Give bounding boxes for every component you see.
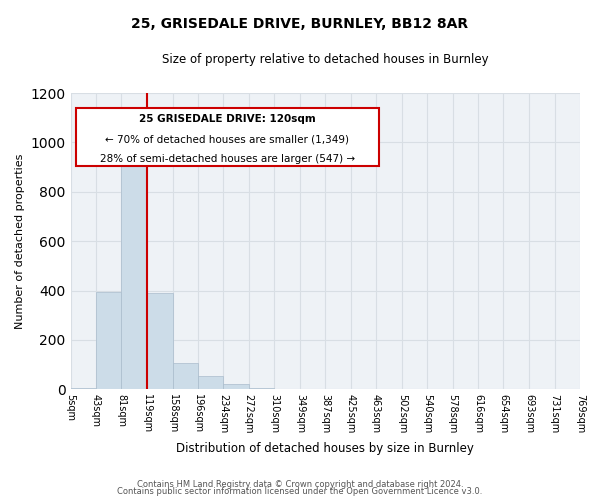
X-axis label: Distribution of detached houses by size in Burnley: Distribution of detached houses by size … (176, 442, 474, 455)
Bar (121, 155, 146, 390)
Text: 25 GRISEDALE DRIVE: 120sqm: 25 GRISEDALE DRIVE: 120sqm (139, 114, 316, 124)
Bar (223, 384, 248, 390)
Bar (248, 388, 274, 390)
Text: 25, GRISEDALE DRIVE, BURNLEY, BB12 8AR: 25, GRISEDALE DRIVE, BURNLEY, BB12 8AR (131, 18, 469, 32)
Bar (198, 376, 223, 390)
Text: 28% of semi-detached houses are larger (547) →: 28% of semi-detached houses are larger (… (100, 154, 355, 164)
Bar (71, 388, 96, 390)
Bar (146, 293, 173, 390)
Bar (96, 292, 121, 390)
Y-axis label: Number of detached properties: Number of detached properties (15, 154, 25, 329)
Text: Contains public sector information licensed under the Open Government Licence v3: Contains public sector information licen… (118, 487, 482, 496)
Text: ← 70% of detached houses are smaller (1,349): ← 70% of detached houses are smaller (1,… (105, 134, 349, 144)
Title: Size of property relative to detached houses in Burnley: Size of property relative to detached ho… (162, 52, 488, 66)
Bar (173, 364, 198, 390)
Text: Contains HM Land Registry data © Crown copyright and database right 2024.: Contains HM Land Registry data © Crown c… (137, 480, 463, 489)
FancyBboxPatch shape (76, 108, 379, 166)
